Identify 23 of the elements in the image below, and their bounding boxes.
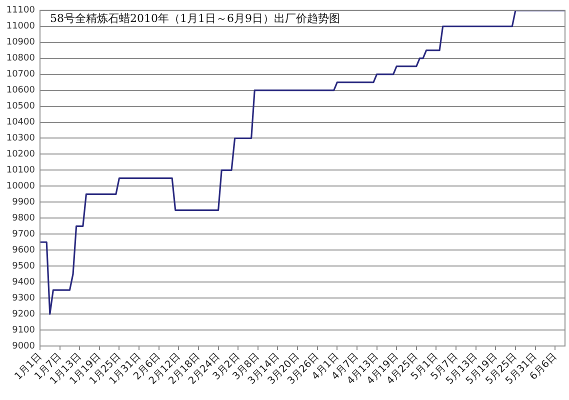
- y-tick-label: 9500: [12, 261, 36, 272]
- y-tick-label: 9900: [12, 198, 36, 208]
- y-tick-label: 9200: [12, 309, 36, 320]
- y-tick-label: 9000: [12, 341, 36, 352]
- chart-title: 58号全精炼石蜡2010年（1月1日～6月9日）出厂价趋势图: [50, 12, 340, 25]
- y-tick-label: 9400: [12, 277, 36, 288]
- y-tick-label: 10300: [6, 134, 36, 144]
- y-tick-label: 10000: [6, 182, 36, 192]
- y-tick-label: 10400: [6, 118, 36, 128]
- y-tick-label: 9300: [12, 293, 36, 304]
- y-tick-label: 10500: [6, 102, 36, 112]
- y-tick-label: 10100: [6, 166, 36, 176]
- y-tick-label: 11000: [6, 22, 36, 32]
- y-tick-label: 9800: [12, 213, 36, 224]
- y-tick-label: 10200: [6, 150, 36, 160]
- y-tick-label: 9700: [12, 229, 36, 240]
- y-tick-label: 10900: [6, 38, 36, 48]
- y-tick-label: 10800: [6, 54, 36, 64]
- y-tick-label: 10700: [6, 70, 36, 80]
- y-tick-label: 11100: [6, 6, 36, 16]
- y-tick-label: 9100: [12, 325, 36, 336]
- y-tick-label: 10600: [6, 86, 36, 96]
- y-tick-label: 9600: [12, 245, 36, 256]
